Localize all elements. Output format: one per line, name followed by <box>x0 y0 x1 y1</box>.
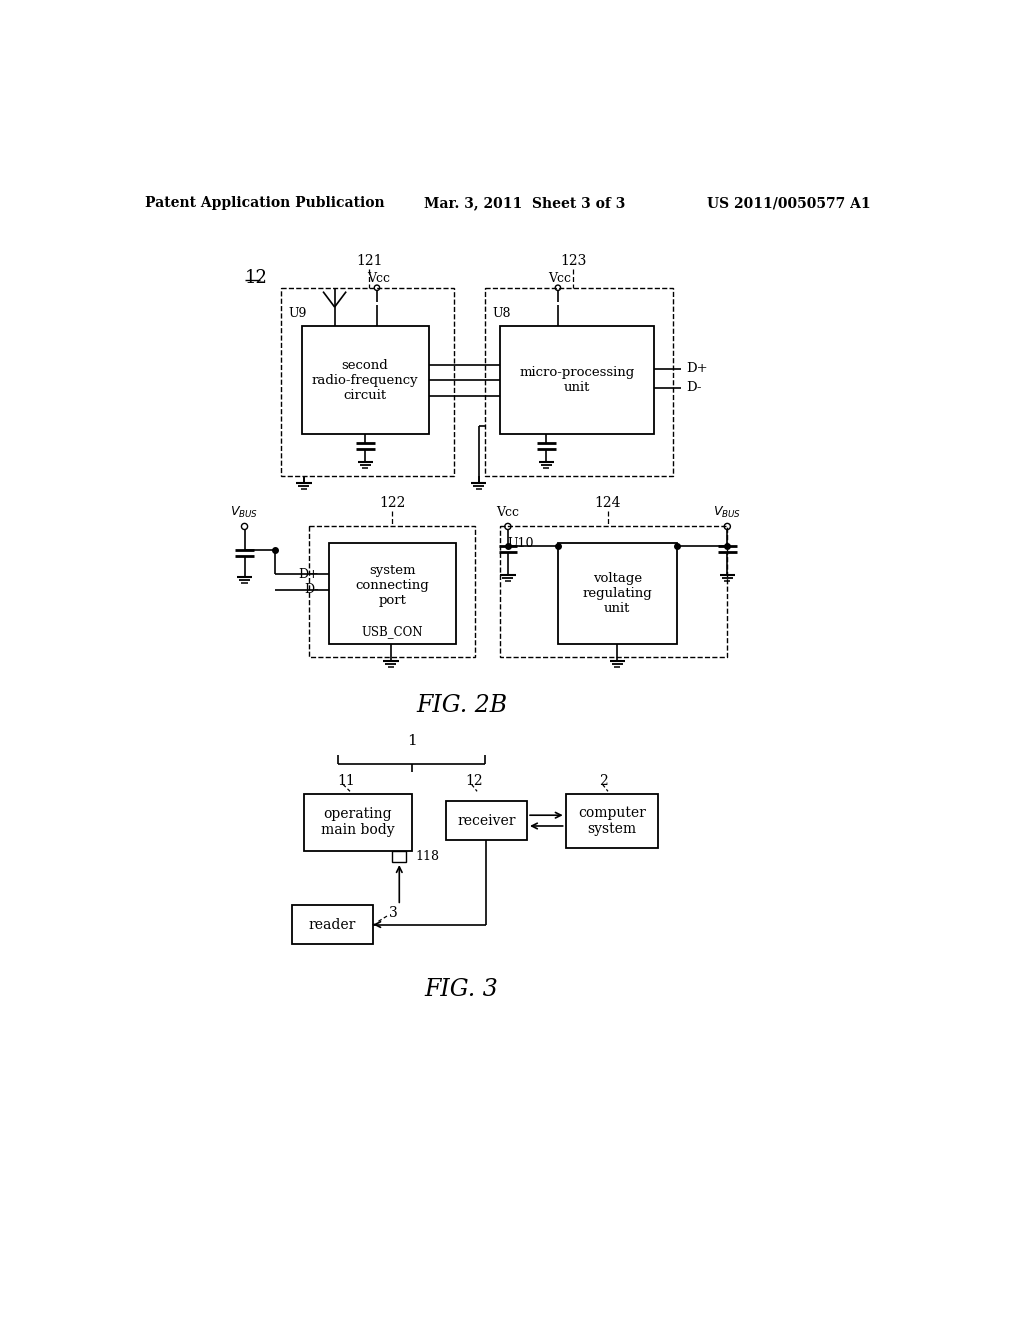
Bar <box>281 288 454 477</box>
Text: 1: 1 <box>407 734 417 748</box>
Text: Vcc: Vcc <box>497 506 519 519</box>
Bar <box>309 527 475 657</box>
Text: 3: 3 <box>388 906 397 920</box>
Text: micro-processing
unit: micro-processing unit <box>519 366 635 395</box>
Text: operating
main body: operating main body <box>321 807 394 837</box>
Text: D-: D- <box>686 381 702 395</box>
Text: 2: 2 <box>599 774 607 788</box>
Bar <box>558 544 677 644</box>
Bar <box>565 793 658 847</box>
Text: Patent Application Publication: Patent Application Publication <box>145 197 385 210</box>
Text: 118: 118 <box>416 850 439 863</box>
Text: D-: D- <box>305 583 319 597</box>
Text: U9: U9 <box>289 308 307 321</box>
Text: 122: 122 <box>379 496 406 511</box>
Bar <box>446 801 527 840</box>
Text: FIG. 3: FIG. 3 <box>425 978 499 1002</box>
Text: 12: 12 <box>245 268 267 286</box>
Text: $V_{BUS}$: $V_{BUS}$ <box>713 506 741 520</box>
Text: computer
system: computer system <box>578 805 646 836</box>
Bar <box>500 527 727 657</box>
Bar <box>304 793 412 851</box>
Bar <box>500 326 654 434</box>
Text: D+: D+ <box>298 568 319 581</box>
Bar <box>292 906 373 944</box>
Text: D+: D+ <box>686 362 709 375</box>
Text: U8: U8 <box>493 308 511 321</box>
Text: system
connecting
port: system connecting port <box>355 564 429 607</box>
Text: 121: 121 <box>356 253 383 268</box>
Bar <box>330 544 457 644</box>
Bar <box>484 288 674 477</box>
Bar <box>301 326 429 434</box>
Text: 124: 124 <box>595 496 622 511</box>
Text: US 2011/0050577 A1: US 2011/0050577 A1 <box>708 197 870 210</box>
Text: U10: U10 <box>508 537 535 550</box>
Text: reader: reader <box>308 917 356 932</box>
Text: Vcc: Vcc <box>548 272 571 285</box>
Text: second
radio-frequency
circuit: second radio-frequency circuit <box>311 359 418 401</box>
Text: USB_CON: USB_CON <box>361 626 423 639</box>
Text: Vcc: Vcc <box>367 272 390 285</box>
Text: 11: 11 <box>337 774 354 788</box>
Text: 12: 12 <box>466 774 483 788</box>
Text: FIG. 2B: FIG. 2B <box>416 693 507 717</box>
Text: Mar. 3, 2011  Sheet 3 of 3: Mar. 3, 2011 Sheet 3 of 3 <box>424 197 626 210</box>
Text: $V_{BUS}$: $V_{BUS}$ <box>230 506 259 520</box>
Text: receiver: receiver <box>457 813 515 828</box>
Text: voltage
regulating
unit: voltage regulating unit <box>583 572 652 615</box>
Bar <box>392 851 407 862</box>
Text: 123: 123 <box>560 253 587 268</box>
